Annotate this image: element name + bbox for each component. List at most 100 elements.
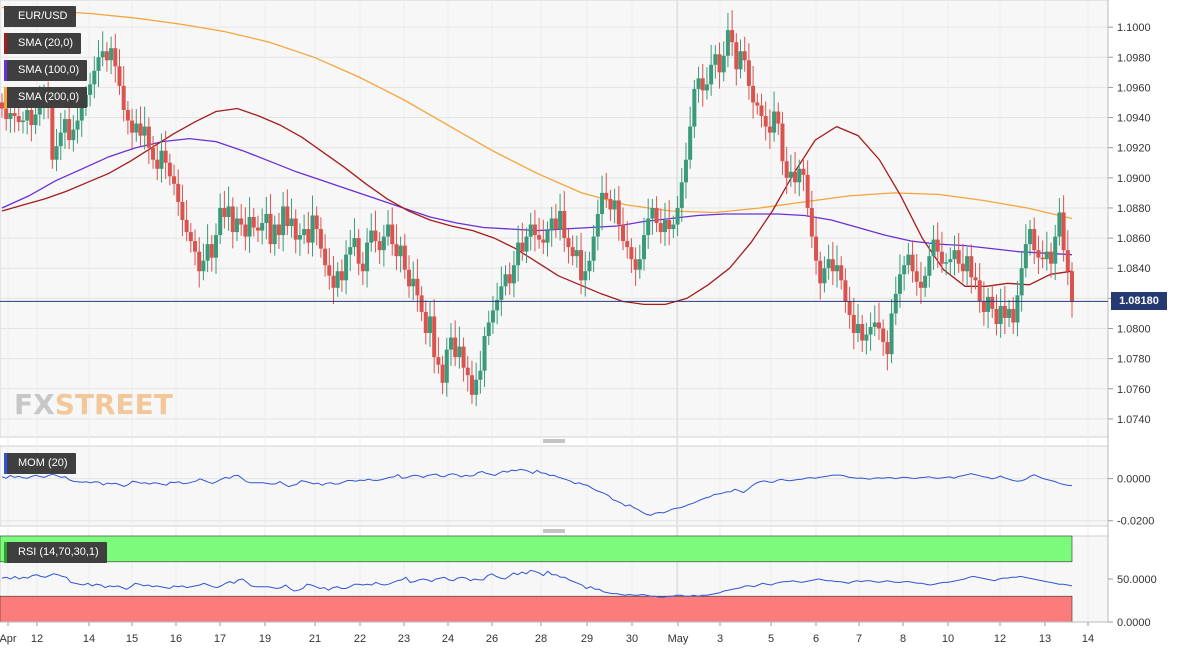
candle-body [54,146,59,160]
candle-body [629,247,634,260]
time-tick-label: 8 [900,633,906,645]
candle-body [931,239,936,257]
candle-body [906,254,911,266]
candle-body [944,262,949,264]
candle-body [730,30,735,43]
candle-body [537,235,542,240]
candle-body [276,224,281,236]
candle-body [700,78,705,91]
candle-body [394,244,399,257]
candle-body [71,129,76,141]
candle-body [386,224,391,237]
candle-body [725,30,730,56]
candle-body [688,126,693,160]
candle-body [772,111,777,133]
candle-body [717,54,722,73]
candle-body [595,213,600,237]
candle-body [923,275,928,288]
price-tick-label: 1.0920 [1117,143,1151,155]
candle-body [453,337,458,358]
candle-body [662,220,667,233]
candle-body [742,51,747,61]
price-tick-label: 1.0880 [1117,203,1151,215]
candle-body [310,215,315,243]
candle-body [58,132,63,147]
candle-body [293,218,298,240]
price-tick-label: 1.0760 [1117,384,1151,396]
candle-body [1070,271,1074,302]
candle-body [272,224,277,245]
candle-body [373,230,378,242]
candle-body [104,51,109,61]
candle-body [868,326,873,335]
time-tick-label: 22 [354,633,366,645]
candle-body [360,263,365,272]
candle-body [482,336,487,371]
candle-body [562,210,567,239]
candle-body [927,256,932,276]
candle-body [818,260,823,284]
candle-body [436,357,441,365]
candle-body [314,215,319,230]
time-tick-label: 14 [83,633,95,645]
candle-body [683,159,688,183]
candle-body [713,54,718,65]
candle-body [637,259,642,270]
candle-body [297,235,302,240]
candle-body [692,88,697,127]
candle-body [193,241,198,252]
candle-body [511,265,516,284]
candle-body [948,259,953,263]
candle-body [490,310,495,323]
candle-body [658,223,663,233]
candle-body [478,370,483,380]
time-tick-label: 12 [994,633,1006,645]
time-tick-label: 13 [1039,633,1051,645]
candle-body [675,207,680,225]
candle-body [809,207,814,237]
candle-body [444,349,449,383]
candle-body [830,259,835,272]
candle-body [788,171,793,178]
candle-body [205,244,210,261]
candle-body [125,110,130,121]
candle-body [780,123,785,162]
time-tick-label: 21 [309,633,321,645]
candle-body [260,223,265,231]
candle-body [843,280,848,302]
candle-body [558,210,563,230]
candle-body [264,213,269,224]
candle-body [230,206,235,233]
candle-body [1065,250,1070,272]
candle-body [977,280,982,302]
time-tick-label: 15 [126,633,138,645]
candle-body [763,116,768,127]
price-tick-label: 1.1000 [1117,22,1151,34]
candle-body [864,334,869,341]
candle-body [419,295,424,312]
price-tick-label: 1.0900 [1117,173,1151,185]
candle-body [407,269,412,287]
candle-body [172,176,177,184]
sma20-line [1,107,1073,306]
candle-body [1044,251,1049,260]
time-tick-label: 26 [486,633,498,645]
candle-body [642,235,646,260]
candle-body [767,126,772,133]
candle-body [1032,229,1037,251]
candle-body [234,218,239,233]
candle-body [428,316,432,334]
candle-body [377,241,382,251]
candle-body [986,296,991,312]
time-tick-label: 19 [259,633,271,645]
time-tick-label: 10 [942,633,954,645]
candle-body [96,57,101,71]
candle-body [176,183,181,202]
candle-body [503,274,508,287]
candle-body [356,238,361,264]
candle-body [646,218,651,236]
candle-body [872,322,877,327]
candle-body [516,242,521,266]
candle-body [721,55,726,73]
